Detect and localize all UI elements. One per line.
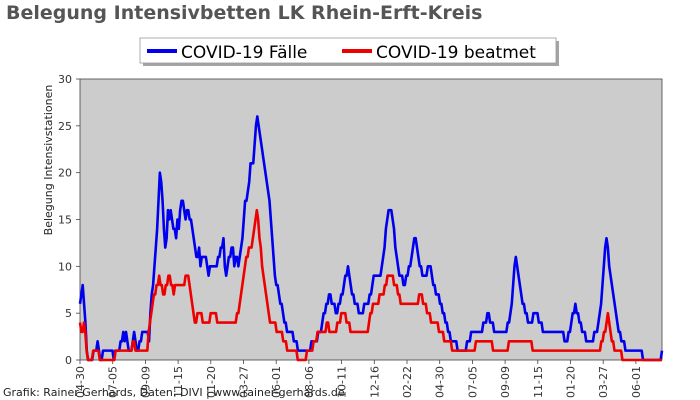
series-layer [78, 115, 664, 362]
x-tick-label: 08-06 [303, 366, 316, 398]
y-tick-label: 5 [65, 307, 72, 320]
x-tick-label: 10-11 [336, 366, 349, 398]
x-tick-label: 01-20 [565, 366, 578, 398]
legend: COVID-19 Fälle COVID-19 beatmet [139, 37, 559, 66]
legend-box [139, 37, 557, 64]
x-tick-label: 07-05 [107, 366, 120, 398]
x-tick-label: 06-01 [270, 366, 283, 398]
x-tick-label: 02-22 [401, 366, 414, 398]
chart-title: Belegung Intensivbetten LK Rhein-Erft-Kr… [6, 2, 482, 24]
y-tick-label: 15 [58, 214, 72, 227]
x-tick-label: 06-01 [630, 366, 643, 398]
x-tick-label: 11-15 [532, 366, 545, 398]
x-tick-label: 04-30 [434, 366, 447, 398]
y-axis: 0 5 10 15 20 25 30 [58, 73, 80, 367]
x-tick-label: 03-27 [597, 366, 610, 398]
y-axis-label: Belegung Intensivstationen [42, 85, 55, 236]
x-tick-label: 04-30 [74, 366, 87, 398]
x-tick-label: 12-16 [368, 366, 381, 398]
x-tick-label: 03-27 [238, 366, 251, 398]
x-tick-label: 09-09 [139, 366, 152, 398]
x-tick-label: 01-20 [205, 366, 218, 398]
y-tick-label: 10 [58, 260, 72, 273]
x-tick-label: 11-15 [172, 366, 185, 398]
y-tick-label: 20 [58, 167, 72, 180]
x-tick-label: 07-05 [466, 366, 479, 398]
y-tick-label: 0 [65, 354, 72, 367]
x-axis: 04-30 07-05 09-09 11-15 01-20 03-27 06-01 08-06… [74, 360, 643, 398]
series-line-beatmet [78, 208, 662, 362]
x-tick-label: 09-09 [499, 366, 512, 398]
series-line-faelle [78, 115, 664, 362]
legend-label-faelle: COVID-19 Fälle [181, 43, 307, 63]
y-tick-label: 25 [58, 120, 72, 133]
legend-label-beatmet: COVID-19 beatmet [376, 43, 536, 63]
footer-credit: Grafik: Rainer Gerhards, Daten: DIVI | w… [3, 386, 345, 399]
y-tick-label: 30 [58, 73, 72, 86]
